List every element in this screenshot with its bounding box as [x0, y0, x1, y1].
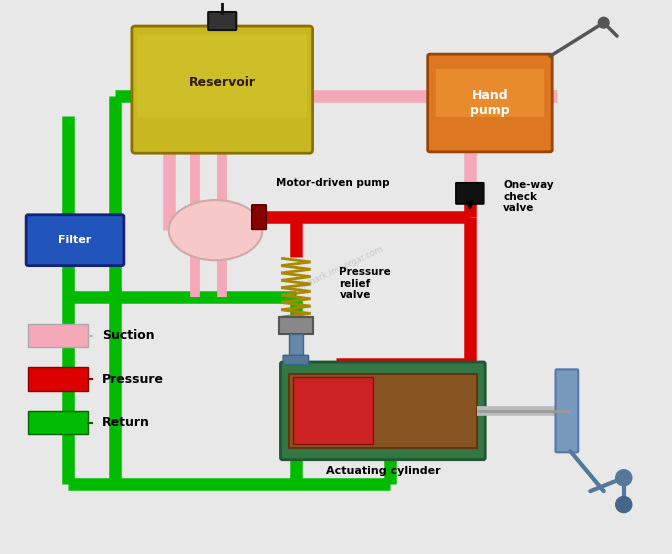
- FancyBboxPatch shape: [292, 377, 373, 444]
- FancyBboxPatch shape: [137, 35, 307, 118]
- FancyBboxPatch shape: [456, 183, 484, 204]
- Ellipse shape: [169, 200, 262, 260]
- Text: Filter: Filter: [58, 235, 91, 245]
- FancyBboxPatch shape: [280, 362, 485, 460]
- FancyBboxPatch shape: [208, 12, 237, 30]
- FancyBboxPatch shape: [279, 317, 312, 334]
- Circle shape: [616, 470, 632, 486]
- FancyBboxPatch shape: [289, 334, 302, 357]
- Circle shape: [616, 496, 632, 512]
- FancyBboxPatch shape: [28, 324, 89, 347]
- Text: Pressure
relief
valve: Pressure relief valve: [339, 267, 391, 300]
- Text: Pressure: Pressure: [101, 372, 164, 386]
- FancyBboxPatch shape: [556, 370, 579, 452]
- FancyBboxPatch shape: [28, 411, 89, 434]
- FancyBboxPatch shape: [132, 26, 312, 153]
- FancyBboxPatch shape: [252, 205, 266, 229]
- Text: Return: Return: [101, 416, 150, 429]
- Text: bookmark.impergar.com: bookmark.impergar.com: [288, 244, 384, 296]
- Text: Reservoir: Reservoir: [189, 76, 256, 89]
- FancyBboxPatch shape: [283, 355, 308, 365]
- FancyBboxPatch shape: [26, 215, 124, 265]
- Text: Actuating cylinder: Actuating cylinder: [325, 466, 440, 476]
- Text: Motor-driven pump: Motor-driven pump: [276, 178, 389, 188]
- Circle shape: [598, 17, 609, 28]
- FancyBboxPatch shape: [435, 69, 544, 117]
- Text: Hand
pump: Hand pump: [470, 89, 510, 117]
- FancyBboxPatch shape: [28, 367, 89, 391]
- Text: One-way
check
valve: One-way check valve: [503, 180, 554, 213]
- FancyBboxPatch shape: [427, 54, 552, 152]
- Text: Suction: Suction: [101, 329, 155, 342]
- FancyBboxPatch shape: [289, 374, 476, 448]
